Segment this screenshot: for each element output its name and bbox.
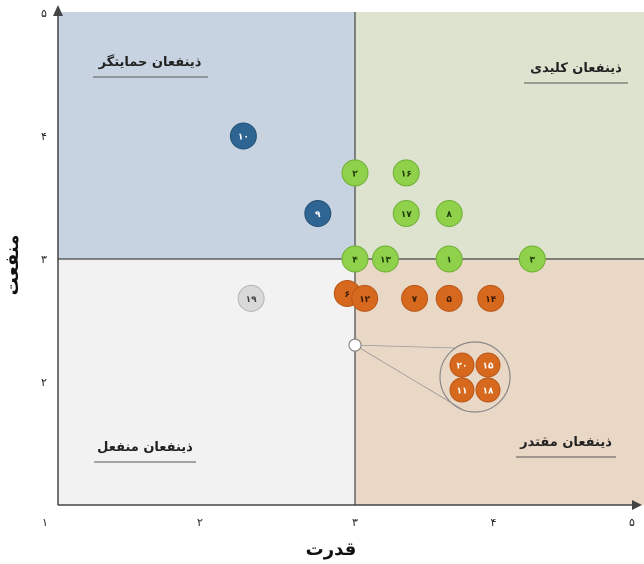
data-point-label: ۶	[345, 290, 351, 300]
data-point-marker	[304, 199, 332, 227]
x-axis-title: قدرت	[306, 539, 357, 560]
y-tick-label: ۵	[41, 7, 47, 20]
y-axis-title: منفعت	[2, 235, 23, 296]
data-point-label: ۴	[352, 256, 358, 266]
data-point-marker	[341, 159, 369, 187]
data-point-label: ۸	[446, 210, 452, 220]
quadrant-label-top-right: ذینفعان کلیدی	[530, 61, 622, 76]
data-point-marker	[435, 199, 463, 227]
quadrant-label-top-left: ذینفعان حمایتگر	[98, 54, 202, 70]
callout-connector	[354, 344, 466, 412]
data-point-label: ۱۷	[401, 210, 412, 220]
callout-point-marker	[449, 352, 475, 378]
callout-point-marker	[475, 377, 501, 403]
x-tick-label: ۵	[629, 516, 635, 529]
x-tick-label: ۲	[197, 516, 203, 529]
y-tick-label: ۳	[41, 253, 47, 266]
data-point-marker	[392, 199, 420, 227]
y-tick-label: ۲	[41, 376, 47, 389]
data-point-marker	[477, 284, 505, 312]
callout-anchor-point	[348, 338, 362, 352]
data-point-label: ۷	[412, 295, 418, 305]
data-point-label: ۱۰	[238, 133, 249, 143]
quadrant-bottom-left	[58, 259, 355, 505]
callout-point-label: ۱۱	[457, 387, 468, 397]
data-point-marker	[401, 284, 429, 312]
callout-circle	[439, 341, 511, 413]
data-point-label: ۵	[446, 295, 452, 305]
data-point-label: ۱۳	[380, 256, 391, 266]
x-tick-label: ۱	[42, 516, 48, 529]
y-axis-arrow-icon	[53, 5, 63, 16]
data-point-label: ۱۹	[246, 295, 257, 305]
callout-point-marker	[449, 377, 475, 403]
quadrant-label-bottom-left: ذینفعان منفعل	[97, 440, 193, 455]
data-point-marker	[518, 245, 546, 273]
data-point-marker	[237, 284, 265, 312]
data-point-marker	[351, 284, 379, 312]
callout-point-marker	[475, 352, 501, 378]
x-axis-arrow-icon	[632, 500, 642, 510]
data-point-label: ۹	[315, 210, 321, 220]
data-point-label: ۱۴	[485, 295, 496, 305]
data-point-marker	[229, 122, 257, 150]
data-point-marker	[435, 284, 463, 312]
data-point-label: ۱۲	[359, 295, 370, 305]
data-point-label: ۱	[446, 256, 452, 266]
quadrant-label-bottom-right: ذینفعان مقتدر	[519, 435, 612, 450]
x-tick-label: ۴	[491, 516, 497, 529]
callout-point-label: ۱۵	[483, 362, 494, 372]
data-point-label: ۱۶	[401, 169, 412, 179]
data-point-marker	[392, 159, 420, 187]
y-tick-label: ۴	[41, 130, 47, 143]
data-point-label: ۲	[352, 169, 358, 179]
data-point-label: ۳	[530, 256, 536, 266]
callout-point-label: ۱۸	[483, 387, 494, 397]
data-point-marker	[341, 245, 369, 273]
callout-point-label: ۲۰	[457, 362, 468, 372]
data-point-marker	[435, 245, 463, 273]
callout-connector	[354, 344, 456, 349]
x-tick-label: ۳	[352, 516, 358, 529]
data-point-marker	[371, 245, 399, 273]
